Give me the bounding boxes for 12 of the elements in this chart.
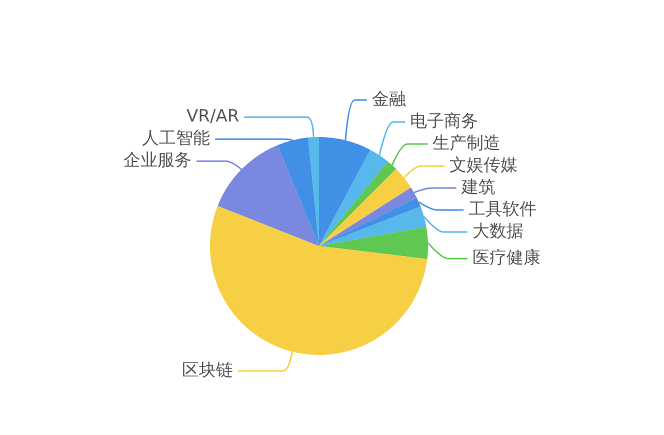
slice-label: 金融 xyxy=(372,89,406,110)
slice-label: 企业服务 xyxy=(124,150,192,171)
slice-label: 工具软件 xyxy=(468,199,537,220)
slice-label: VR/AR xyxy=(186,106,240,127)
slice-label: 生产制造 xyxy=(432,133,501,154)
slice-label: 电子商务 xyxy=(410,111,478,132)
slice-label: 建筑 xyxy=(460,177,496,198)
slice-label: 医疗健康 xyxy=(472,248,540,268)
slice-label: 区块链 xyxy=(182,360,233,380)
slice-label: 文娱传媒 xyxy=(450,155,518,176)
slice-label: 人工智能 xyxy=(142,128,210,149)
slice-label: 大数据 xyxy=(472,221,524,242)
